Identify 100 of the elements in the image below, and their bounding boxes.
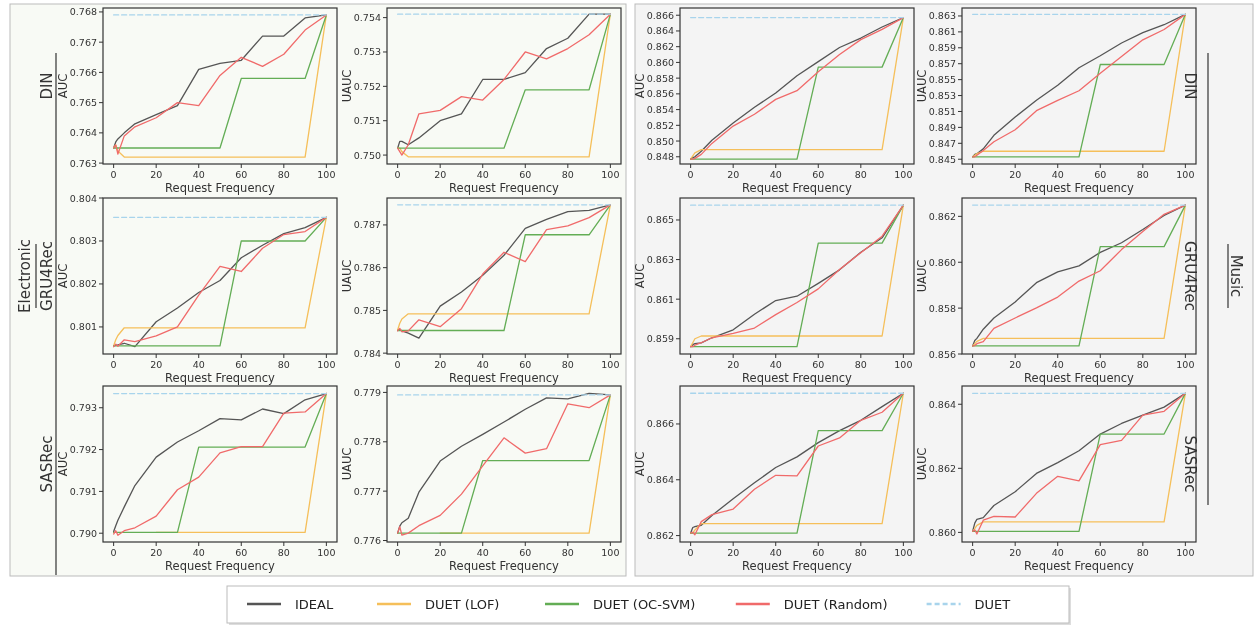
line-series (971, 204, 1187, 347)
x-axis-title: Request Frequency (449, 559, 560, 573)
x-tick-label: 60 (519, 359, 532, 370)
y-tick-label: 0.848 (646, 151, 674, 163)
x-tick-label: 40 (476, 169, 489, 180)
x-tick-label: 0 (687, 169, 694, 180)
legend-label: DUET (Random) (783, 596, 888, 612)
text: DIN (38, 72, 56, 100)
x-tick-label: 100 (1176, 359, 1195, 370)
y-tick-label: 0.785 (353, 304, 381, 316)
x-axis-title: Request Frequency (742, 559, 853, 573)
y-tick-label: 0.860 (928, 256, 956, 268)
text: Electronic (16, 239, 34, 313)
y-tick-label: 0.862 (928, 462, 956, 474)
x-tick-label: 0 (394, 169, 401, 180)
legend-label: IDEAL (295, 596, 334, 612)
y-tick-label: 0.776 (353, 535, 381, 547)
x-tick-label: 0 (687, 359, 694, 370)
x-tick-label: 60 (1094, 359, 1107, 370)
y-tick-label: 0.858 (646, 72, 674, 84)
x-tick-label: 60 (1094, 169, 1107, 180)
x-axis-title: Request Frequency (742, 371, 853, 385)
y-tick-label: 0.764 (69, 127, 97, 139)
x-tick-label: 20 (434, 547, 447, 558)
y-tick-label: 0.754 (353, 12, 381, 24)
x-tick-label: 100 (601, 359, 620, 370)
x-axis-title: Request Frequency (1024, 181, 1135, 195)
y-tick-label: 0.862 (646, 530, 674, 542)
y-tick-label: 0.860 (646, 56, 674, 68)
y-tick-label: 0.855 (928, 74, 956, 86)
x-tick-label: 20 (434, 359, 447, 370)
y-tick-label: 0.793 (69, 402, 97, 414)
y-axis-title: AUC (633, 73, 647, 99)
y-tick-label: 0.861 (928, 26, 956, 38)
y-axis-title: AUC (56, 451, 70, 477)
y-tick-label: 0.786 (353, 262, 381, 274)
legend-label: DUET (974, 596, 1011, 612)
x-tick-label: 0 (110, 547, 117, 558)
y-tick-label: 0.849 (928, 121, 956, 133)
x-tick-label: 80 (1136, 359, 1149, 370)
x-tick-label: 20 (727, 169, 740, 180)
y-axis-title: UAUC (915, 447, 929, 481)
x-tick-label: 80 (561, 169, 574, 180)
annotation: DIN (1181, 72, 1199, 100)
text: GRU4Rec (38, 241, 56, 311)
y-tick-label: 0.804 (69, 192, 97, 204)
x-tick-label: 40 (769, 547, 782, 558)
x-tick-label: 40 (769, 169, 782, 180)
y-tick-label: 0.767 (69, 36, 97, 48)
x-tick-label: 20 (150, 359, 163, 370)
line-series (689, 204, 905, 348)
y-tick-label: 0.857 (928, 58, 956, 70)
x-axis-title: Request Frequency (449, 371, 560, 385)
x-tick-label: 20 (150, 169, 163, 180)
x-axis-title: Request Frequency (1024, 371, 1135, 385)
x-tick-label: 40 (1051, 547, 1064, 558)
y-tick-label: 0.777 (353, 485, 381, 497)
x-tick-label: 20 (1009, 169, 1022, 180)
y-tick-label: 0.763 (69, 157, 97, 169)
x-tick-label: 40 (1051, 359, 1064, 370)
x-tick-label: 80 (277, 547, 290, 558)
x-tick-label: 40 (192, 359, 205, 370)
x-axis-title: Request Frequency (1024, 559, 1135, 573)
x-axis-title: Request Frequency (165, 559, 276, 573)
y-tick-label: 0.858 (928, 302, 956, 314)
x-tick-label: 60 (235, 359, 248, 370)
y-tick-label: 0.753 (353, 46, 381, 58)
y-tick-label: 0.792 (69, 444, 97, 456)
y-tick-label: 0.779 (353, 386, 381, 398)
x-tick-label: 0 (394, 547, 401, 558)
x-tick-label: 80 (854, 359, 867, 370)
x-tick-label: 60 (1094, 547, 1107, 558)
y-tick-label: 0.856 (928, 348, 956, 360)
y-tick-label: 0.865 (646, 214, 674, 226)
text: Music (1227, 254, 1245, 298)
y-tick-label: 0.862 (646, 41, 674, 53)
y-axis-title: UAUC (340, 259, 354, 293)
y-tick-label: 0.859 (646, 333, 674, 345)
x-tick-label: 40 (192, 169, 205, 180)
y-tick-label: 0.801 (69, 321, 97, 333)
y-tick-label: 0.866 (646, 418, 674, 430)
y-tick-label: 0.787 (353, 219, 381, 231)
y-tick-label: 0.860 (928, 526, 956, 538)
x-tick-label: 100 (317, 169, 336, 180)
y-tick-label: 0.765 (69, 97, 97, 109)
x-tick-label: 20 (150, 547, 163, 558)
x-tick-label: 80 (561, 359, 574, 370)
x-tick-label: 60 (235, 547, 248, 558)
y-tick-label: 0.850 (646, 135, 674, 147)
y-tick-label: 0.784 (353, 347, 381, 359)
x-axis-title: Request Frequency (449, 181, 560, 195)
x-tick-label: 100 (894, 547, 913, 558)
x-tick-label: 60 (812, 169, 825, 180)
x-tick-label: 100 (894, 169, 913, 180)
x-tick-label: 100 (1176, 547, 1195, 558)
x-tick-label: 100 (1176, 169, 1195, 180)
annotation: SASRec (1181, 435, 1199, 493)
x-tick-label: 0 (969, 359, 976, 370)
y-tick-label: 0.861 (646, 293, 674, 305)
y-tick-label: 0.802 (69, 278, 97, 290)
